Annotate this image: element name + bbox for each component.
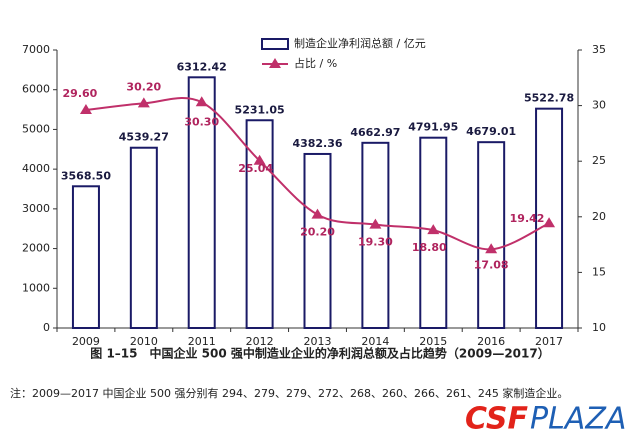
x-tick-label: 2011: [188, 335, 216, 348]
bar-value-label: 5522.78: [524, 92, 574, 105]
legend-label: 制造企业净利润总额 / 亿元: [294, 36, 426, 50]
line-value-label: 25.04: [238, 162, 273, 175]
line-marker: [369, 218, 382, 229]
x-tick-label: 2010: [130, 335, 158, 348]
x-tick-label: 2016: [477, 335, 505, 348]
bar-value-label: 4539.27: [119, 131, 169, 144]
line-marker: [543, 217, 556, 228]
x-tick-label: 2012: [246, 335, 274, 348]
y2-tick-label: 25: [592, 154, 606, 167]
line-value-label: 18.80: [412, 241, 447, 254]
line-marker: [485, 243, 498, 254]
y-tick-label: 5000: [22, 122, 50, 135]
bar: [129, 146, 158, 329]
y2-tick-label: 15: [592, 265, 606, 278]
y2-tick-label: 30: [592, 99, 606, 112]
y-tick-label: 1000: [22, 281, 50, 294]
line-value-label: 19.42: [510, 212, 545, 225]
y2-tick-label: 20: [592, 210, 606, 223]
line-value-label: 30.20: [126, 80, 161, 93]
legend-label: 占比 / %: [294, 56, 337, 70]
y2-tick-label: 35: [592, 43, 606, 56]
line-value-label: 19.30: [358, 236, 393, 249]
y-tick-label: 3000: [22, 202, 50, 215]
caption: 图 1–15 中国企业 500 强中制造业企业的净利润总额及占比趋势（2009—…: [90, 346, 549, 361]
bar-value-label: 5231.05: [235, 103, 285, 116]
legend-swatch: [261, 38, 289, 50]
line-marker: [427, 224, 440, 235]
line-value-label: 17.08: [474, 258, 509, 271]
line-marker: [137, 97, 150, 108]
bar: [245, 119, 274, 330]
bar: [187, 76, 216, 329]
line-value-label: 20.20: [300, 226, 335, 239]
x-tick-label: 2013: [304, 335, 332, 348]
x-tick-label: 2017: [535, 335, 563, 348]
y-tick-label: 0: [43, 321, 50, 334]
watermark-left: CSF: [465, 402, 529, 437]
bar-value-label: 6312.42: [177, 60, 227, 73]
y-tick-label: 4000: [22, 162, 50, 175]
bar-value-label: 4662.97: [350, 126, 400, 139]
y-tick-label: 6000: [22, 83, 50, 96]
bar: [477, 141, 506, 329]
bar: [361, 141, 390, 329]
line-marker: [311, 208, 324, 219]
x-tick-label: 2014: [361, 335, 389, 348]
bar: [71, 185, 100, 329]
line-marker: [253, 154, 266, 165]
bar-value-label: 4679.01: [466, 125, 516, 138]
bar: [303, 152, 332, 329]
y-tick-label: 2000: [22, 242, 50, 255]
bar-value-label: 3568.50: [61, 169, 111, 182]
bar-value-label: 4382.36: [292, 137, 342, 150]
line-value-label: 30.30: [184, 115, 219, 128]
bar-value-label: 4791.95: [408, 121, 458, 134]
y2-tick-label: 10: [592, 321, 606, 334]
line-marker: [79, 104, 92, 115]
x-tick-label: 2015: [419, 335, 447, 348]
x-tick-label: 2009: [72, 335, 100, 348]
y-tick-label: 7000: [22, 43, 50, 56]
line-value-label: 29.60: [63, 87, 98, 100]
note: 注：2009—2017 中国企业 500 强分别有 294、279、279、27…: [10, 386, 568, 400]
legend-marker: [269, 58, 281, 68]
watermark-right: PLAZA: [530, 402, 626, 437]
line-marker: [195, 96, 208, 107]
